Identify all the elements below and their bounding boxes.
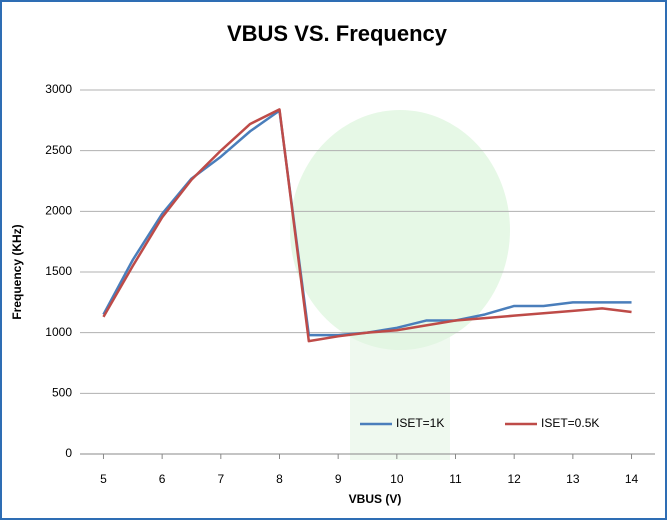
watermark xyxy=(290,110,510,350)
watermark xyxy=(350,330,450,460)
x-tick-label: 12 xyxy=(508,472,522,486)
x-tick-label: 7 xyxy=(217,472,224,486)
legend-label: ISET=1K xyxy=(396,416,444,430)
x-tick-label: 6 xyxy=(159,472,166,486)
y-tick-label: 1000 xyxy=(45,325,72,339)
y-tick-label: 3000 xyxy=(45,82,72,96)
x-tick-label: 13 xyxy=(566,472,580,486)
y-axis-label: Frequency (KHz) xyxy=(10,224,24,319)
x-tick-label: 9 xyxy=(335,472,342,486)
y-tick-label: 0 xyxy=(65,446,72,460)
y-tick-label: 1500 xyxy=(45,264,72,278)
x-axis-label: VBUS (V) xyxy=(349,492,402,506)
y-tick-label: 500 xyxy=(52,386,72,400)
x-tick-label: 8 xyxy=(276,472,283,486)
y-tick-label: 2500 xyxy=(45,143,72,157)
x-tick-label: 5 xyxy=(100,472,107,486)
x-tick-label: 14 xyxy=(625,472,639,486)
x-tick-label: 10 xyxy=(390,472,404,486)
x-tick-label: 11 xyxy=(449,472,462,486)
y-tick-label: 2000 xyxy=(45,204,72,218)
chart-title: VBUS VS. Frequency xyxy=(227,21,448,46)
series-line xyxy=(102,108,632,343)
legend-label: ISET=0.5K xyxy=(541,416,599,430)
